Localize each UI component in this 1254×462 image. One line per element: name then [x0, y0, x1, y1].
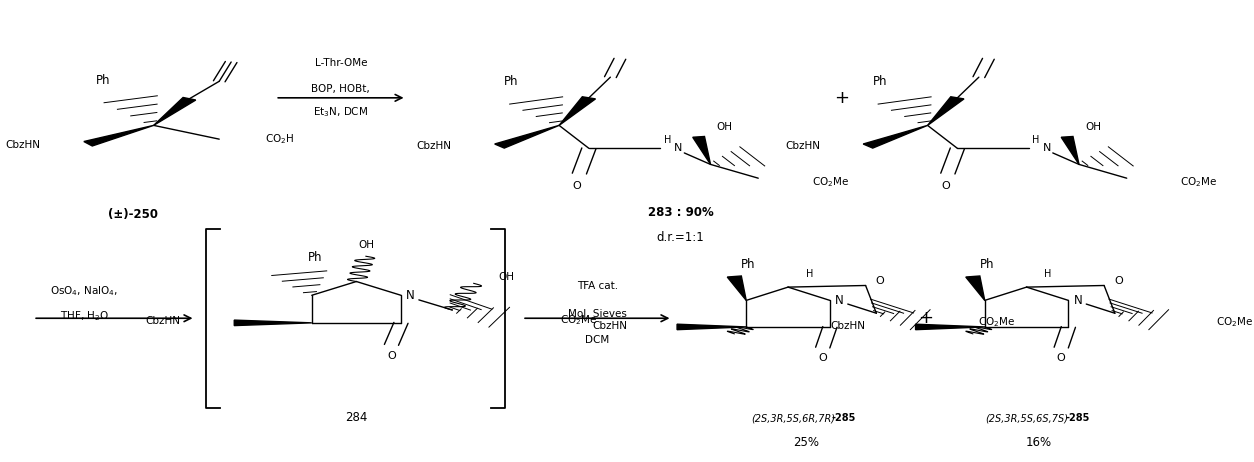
Text: d.r.=1:1: d.r.=1:1 [657, 231, 705, 244]
Polygon shape [692, 136, 711, 164]
Text: CbzHN: CbzHN [145, 316, 181, 327]
Text: O: O [1057, 353, 1066, 363]
Text: OH: OH [357, 240, 374, 250]
Polygon shape [154, 97, 196, 125]
Text: O: O [573, 182, 582, 191]
Text: OsO$_4$, NaIO$_4$,: OsO$_4$, NaIO$_4$, [50, 284, 119, 298]
Text: O: O [940, 182, 949, 191]
Text: Ph: Ph [979, 258, 994, 271]
Text: Ph: Ph [308, 251, 322, 264]
Text: -285: -285 [1066, 413, 1090, 423]
Text: Mol. Sieves: Mol. Sieves [568, 309, 627, 319]
Text: N: N [835, 294, 844, 307]
Polygon shape [234, 320, 312, 326]
Text: (2S,3R,5S,6S,7S): (2S,3R,5S,6S,7S) [986, 413, 1068, 423]
Text: CbzHN: CbzHN [416, 141, 451, 151]
Text: O: O [875, 276, 884, 286]
Text: O: O [387, 352, 396, 361]
Text: OH: OH [1085, 122, 1101, 132]
Text: Ph: Ph [873, 75, 887, 88]
Text: H: H [663, 135, 671, 145]
Text: Ph: Ph [504, 75, 519, 88]
Text: CO$_2$Me: CO$_2$Me [978, 316, 1014, 329]
Text: CO$_2$H: CO$_2$H [265, 132, 293, 146]
Text: H: H [806, 269, 813, 279]
Text: CO$_2$Me: CO$_2$Me [559, 313, 597, 327]
Text: -285: -285 [831, 413, 856, 423]
Text: (±)-250: (±)-250 [108, 208, 158, 221]
Text: N: N [1042, 143, 1051, 153]
Polygon shape [966, 276, 984, 300]
Text: CO$_2$Me: CO$_2$Me [1216, 316, 1254, 329]
Polygon shape [863, 125, 928, 148]
Polygon shape [928, 97, 964, 125]
Text: 284: 284 [345, 411, 367, 425]
Text: (2S,3R,5S,6R,7R): (2S,3R,5S,6R,7R) [751, 413, 835, 423]
Text: 25%: 25% [793, 436, 819, 449]
Text: N: N [675, 143, 682, 153]
Polygon shape [915, 324, 984, 330]
Text: CbzHN: CbzHN [785, 141, 820, 151]
Text: OH: OH [498, 272, 514, 282]
Text: +: + [834, 89, 849, 107]
Polygon shape [1061, 136, 1078, 164]
Text: CbzHN: CbzHN [5, 140, 40, 150]
Text: H: H [1045, 269, 1052, 279]
Text: CbzHN: CbzHN [592, 321, 627, 331]
Text: L-Thr-OMe: L-Thr-OMe [315, 58, 367, 68]
Text: CO$_2$Me: CO$_2$Me [811, 175, 849, 189]
Text: H: H [1032, 135, 1040, 145]
Text: O: O [819, 353, 828, 363]
Polygon shape [494, 125, 559, 148]
Text: Ph: Ph [97, 74, 110, 87]
Polygon shape [559, 97, 596, 125]
Text: THF, H$_2$O: THF, H$_2$O [60, 309, 109, 323]
Text: O: O [1114, 276, 1122, 286]
Text: 283 : 90%: 283 : 90% [648, 206, 714, 219]
Polygon shape [84, 125, 154, 146]
Text: N: N [1073, 294, 1082, 307]
Text: Ph: Ph [741, 258, 756, 271]
Text: DCM: DCM [586, 335, 609, 345]
Text: Et$_3$N, DCM: Et$_3$N, DCM [314, 105, 369, 118]
Polygon shape [677, 324, 746, 330]
Polygon shape [727, 276, 746, 300]
Text: OH: OH [717, 122, 732, 132]
Text: N: N [406, 289, 415, 302]
Text: +: + [918, 309, 933, 327]
Text: CbzHN: CbzHN [830, 321, 865, 331]
Text: BOP, HOBt,: BOP, HOBt, [311, 84, 370, 94]
Text: 16%: 16% [1026, 436, 1052, 449]
Text: TFA cat.: TFA cat. [577, 281, 618, 291]
Text: CO$_2$Me: CO$_2$Me [1180, 175, 1218, 189]
